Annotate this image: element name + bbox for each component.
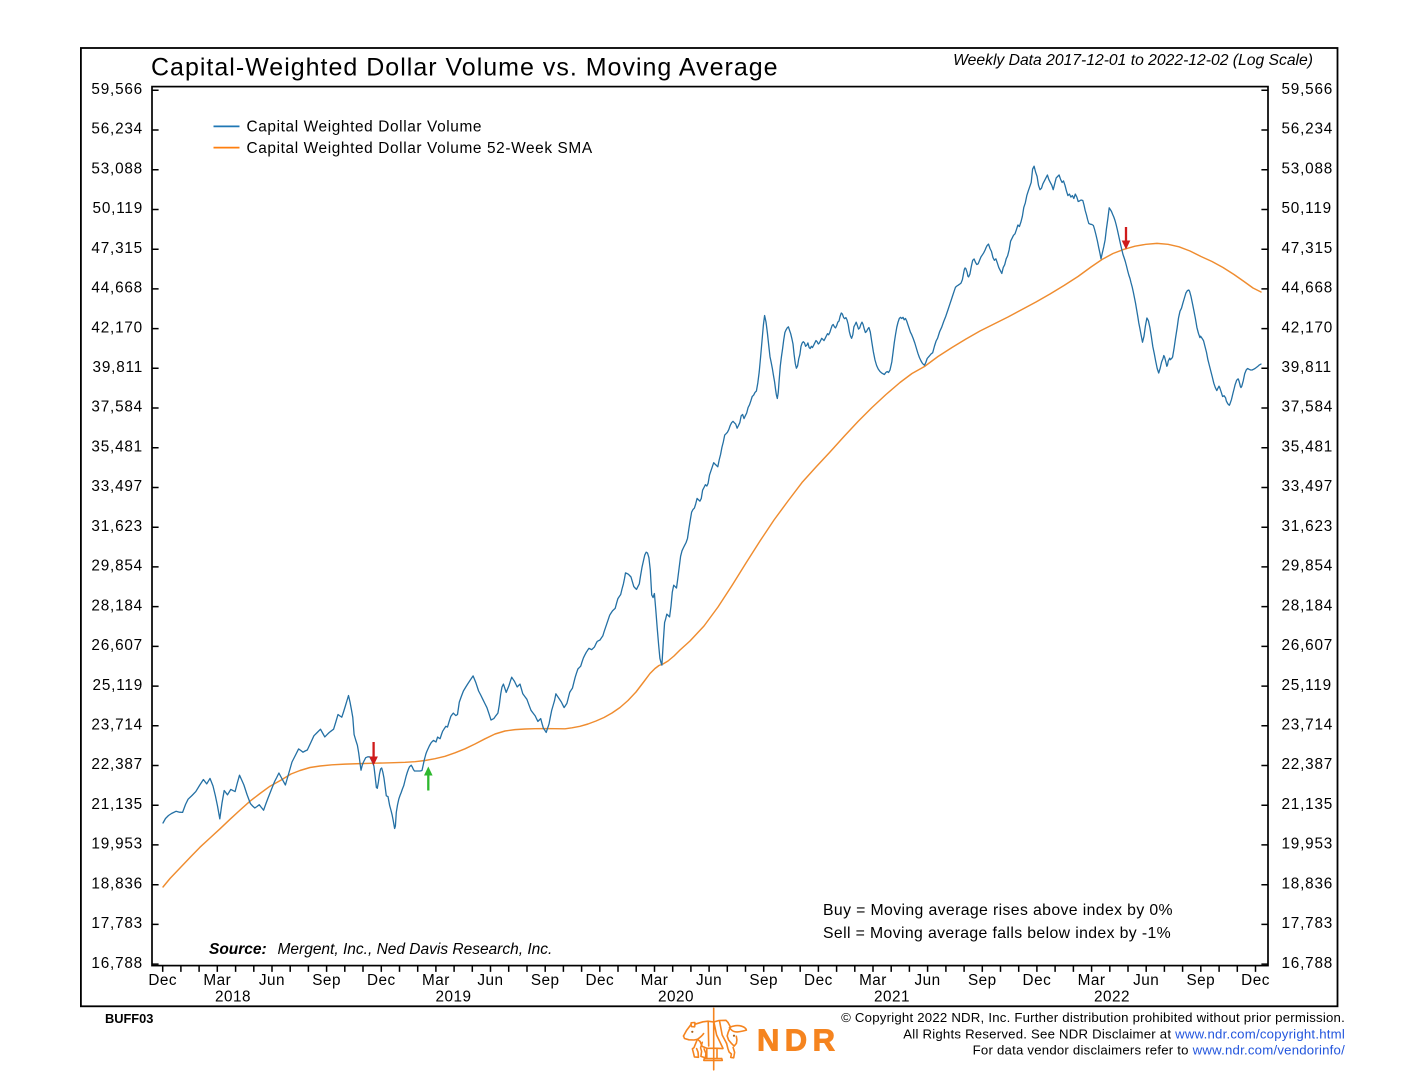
svg-text:Mar: Mar — [422, 972, 450, 989]
svg-text:31,623: 31,623 — [91, 518, 143, 535]
svg-text:Capital Weighted Dollar Volume: Capital Weighted Dollar Volume — [247, 119, 483, 136]
svg-text:Jun: Jun — [696, 972, 722, 989]
svg-text:Dec: Dec — [1023, 972, 1052, 989]
svg-text:Sep: Sep — [1186, 972, 1215, 989]
svg-text:22,387: 22,387 — [1282, 756, 1334, 773]
svg-text:44,668: 44,668 — [1282, 280, 1334, 297]
svg-text:35,481: 35,481 — [1282, 439, 1334, 456]
svg-text:39,811: 39,811 — [1282, 359, 1332, 376]
svg-text:2022: 2022 — [1094, 988, 1130, 1005]
svg-text:42,170: 42,170 — [91, 319, 143, 336]
svg-text:All Rights Reserved. See NDR D: All Rights Reserved. See NDR Disclaimer … — [903, 1027, 1345, 1042]
svg-text:19,953: 19,953 — [1282, 836, 1334, 853]
svg-text:25,119: 25,119 — [1282, 677, 1332, 694]
svg-text:Dec: Dec — [148, 972, 177, 989]
svg-text:Dec: Dec — [367, 972, 396, 989]
svg-text:Capital-Weighted Dollar Volume: Capital-Weighted Dollar Volume vs. Movin… — [151, 54, 779, 82]
svg-text:Dec: Dec — [804, 972, 833, 989]
svg-text:Sep: Sep — [312, 972, 341, 989]
svg-text:53,088: 53,088 — [1282, 160, 1334, 177]
svg-text:16,788: 16,788 — [1282, 955, 1334, 972]
svg-text:56,234: 56,234 — [91, 121, 143, 138]
svg-text:23,714: 23,714 — [1282, 717, 1334, 734]
svg-text:BUFF03: BUFF03 — [105, 1011, 153, 1026]
svg-text:Mar: Mar — [1078, 972, 1106, 989]
svg-text:2018: 2018 — [215, 988, 251, 1005]
svg-text:59,566: 59,566 — [1282, 81, 1334, 98]
svg-text:Mar: Mar — [859, 972, 887, 989]
svg-text:16,788: 16,788 — [91, 955, 143, 972]
svg-text:37,584: 37,584 — [1282, 399, 1334, 416]
svg-text:Buy = Moving average rises abo: Buy = Moving average rises above index b… — [823, 902, 1173, 919]
svg-text:47,315: 47,315 — [1282, 240, 1334, 257]
svg-text:39,811: 39,811 — [93, 359, 143, 376]
svg-text:2020: 2020 — [658, 988, 694, 1005]
svg-text:Dec: Dec — [1241, 972, 1270, 989]
svg-text:50,119: 50,119 — [93, 200, 143, 217]
svg-text:Sep: Sep — [749, 972, 778, 989]
svg-text:29,854: 29,854 — [91, 558, 143, 575]
svg-text:2021: 2021 — [874, 988, 910, 1005]
svg-text:26,607: 26,607 — [91, 637, 143, 654]
svg-text:53,088: 53,088 — [91, 160, 143, 177]
svg-text:19,953: 19,953 — [91, 836, 143, 853]
svg-text:28,184: 28,184 — [1282, 597, 1334, 614]
svg-text:Mar: Mar — [641, 972, 669, 989]
svg-text:42,170: 42,170 — [1282, 319, 1334, 336]
svg-text:Source:Mergent, Inc., Ned Davi: Source: Mergent, Inc., Ned Davis Research… — [209, 941, 552, 958]
svg-text:59,566: 59,566 — [91, 81, 143, 98]
svg-text:Jun: Jun — [1133, 972, 1159, 989]
svg-text:NDR: NDR — [757, 1023, 840, 1058]
svg-text:56,234: 56,234 — [1282, 121, 1334, 138]
svg-text:Jun: Jun — [259, 972, 285, 989]
svg-text:17,783: 17,783 — [1282, 915, 1334, 932]
svg-text:31,623: 31,623 — [1282, 518, 1334, 535]
svg-text:Sell = Moving average falls be: Sell = Moving average falls below index … — [823, 925, 1171, 942]
svg-text:Capital Weighted Dollar Volume: Capital Weighted Dollar Volume 52-Week S… — [247, 140, 593, 157]
svg-text:29,854: 29,854 — [1282, 558, 1334, 575]
svg-text:33,497: 33,497 — [91, 478, 143, 495]
svg-text:2019: 2019 — [435, 988, 471, 1005]
svg-text:Jun: Jun — [915, 972, 941, 989]
svg-text:50,119: 50,119 — [1282, 200, 1332, 217]
svg-text:35,481: 35,481 — [91, 439, 143, 456]
svg-text:23,714: 23,714 — [91, 717, 143, 734]
svg-text:21,135: 21,135 — [91, 796, 143, 813]
svg-text:37,584: 37,584 — [91, 399, 143, 416]
svg-text:Mar: Mar — [203, 972, 231, 989]
svg-text:47,315: 47,315 — [91, 240, 143, 257]
svg-text:25,119: 25,119 — [93, 677, 143, 694]
svg-text:Jun: Jun — [477, 972, 503, 989]
svg-text:18,836: 18,836 — [91, 875, 143, 892]
svg-text:© Copyright 2022 NDR, Inc. Fur: © Copyright 2022 NDR, Inc. Further distr… — [841, 1010, 1345, 1025]
svg-text:Weekly Data 2017-12-01 to 2022: Weekly Data 2017-12-01 to 2022-12-02 (Lo… — [953, 52, 1313, 69]
svg-text:Sep: Sep — [968, 972, 997, 989]
svg-text:Sep: Sep — [531, 972, 560, 989]
svg-text:44,668: 44,668 — [91, 280, 143, 297]
svg-text:Dec: Dec — [585, 972, 614, 989]
svg-text:18,836: 18,836 — [1282, 875, 1334, 892]
svg-text:33,497: 33,497 — [1282, 478, 1334, 495]
svg-text:For data vendor disclaimers re: For data vendor disclaimers refer to www… — [973, 1043, 1345, 1058]
svg-text:28,184: 28,184 — [91, 597, 143, 614]
svg-text:21,135: 21,135 — [1282, 796, 1334, 813]
svg-text:26,607: 26,607 — [1282, 637, 1334, 654]
svg-text:22,387: 22,387 — [91, 756, 143, 773]
svg-text:17,783: 17,783 — [91, 915, 143, 932]
